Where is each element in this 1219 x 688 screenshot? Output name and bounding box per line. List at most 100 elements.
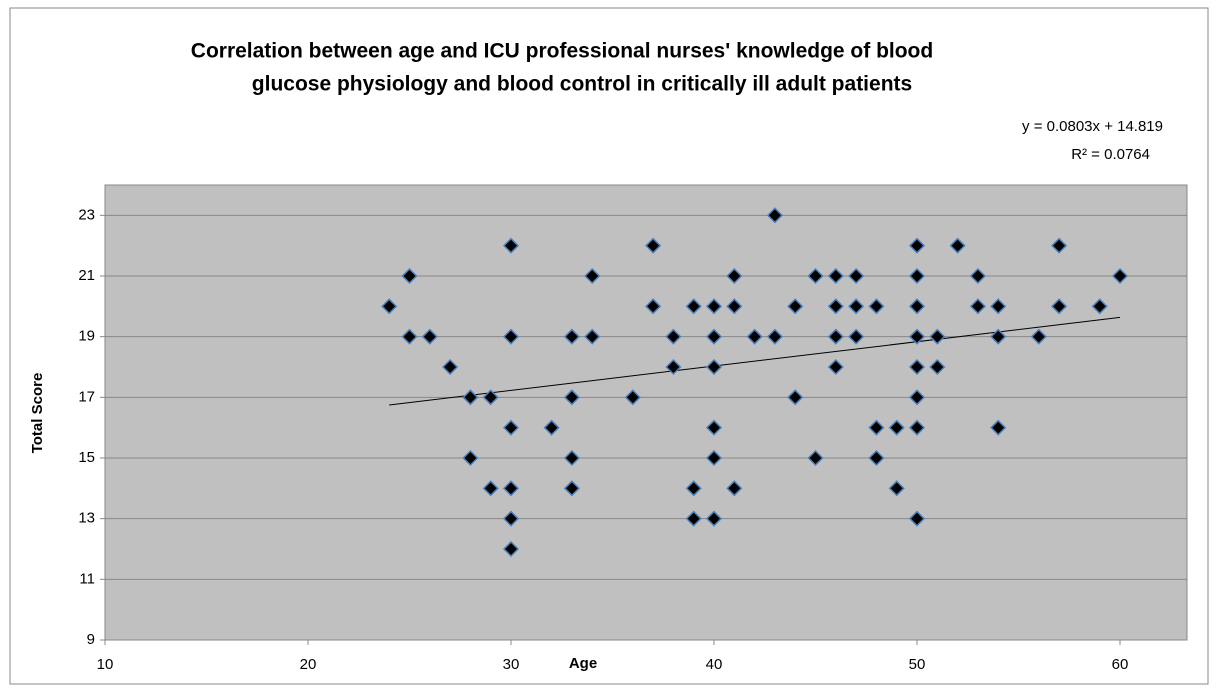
y-tick-label: 19 <box>78 328 95 345</box>
point <box>848 328 865 345</box>
point <box>645 298 662 315</box>
trend-r2: R² = 0.0764 <box>1071 146 1150 163</box>
point <box>705 419 723 436</box>
point <box>705 298 723 315</box>
point <box>827 358 844 376</box>
point <box>726 298 743 315</box>
point <box>1030 328 1047 345</box>
point <box>665 328 682 345</box>
point <box>868 298 885 315</box>
x-tick-label: 40 <box>706 656 723 673</box>
point <box>705 510 723 527</box>
point <box>827 298 844 315</box>
point <box>949 237 966 254</box>
point <box>969 267 986 285</box>
point <box>726 267 743 285</box>
point <box>502 510 520 527</box>
y-tick-label: 23 <box>78 206 95 223</box>
point <box>766 207 783 224</box>
point <box>462 449 479 467</box>
point <box>584 328 601 345</box>
point <box>908 358 926 376</box>
point <box>705 328 723 345</box>
point <box>990 328 1007 345</box>
point <box>563 328 580 345</box>
point <box>807 267 824 285</box>
point <box>908 328 926 345</box>
point <box>848 267 865 285</box>
point <box>848 298 865 315</box>
point <box>929 328 946 345</box>
y-tick-label: 13 <box>78 510 95 527</box>
point <box>908 510 926 527</box>
x-tick-label: 60 <box>1112 656 1129 673</box>
point <box>827 328 844 345</box>
point <box>502 237 520 254</box>
y-tick-label: 11 <box>79 570 95 587</box>
chart-title: glucose physiology and blood control in … <box>252 73 912 96</box>
point <box>685 480 702 497</box>
point <box>685 298 702 315</box>
point <box>868 419 885 436</box>
point <box>868 449 885 467</box>
point <box>442 358 459 376</box>
x-tick-label: 20 <box>300 656 317 673</box>
point <box>381 298 398 315</box>
point <box>908 298 926 315</box>
point <box>705 358 723 376</box>
point <box>685 510 702 527</box>
trend-equation: y = 0.0803x + 14.819 <box>1022 118 1163 135</box>
point <box>401 267 418 285</box>
point <box>1091 298 1108 315</box>
point <box>502 419 520 436</box>
point <box>563 449 580 467</box>
point <box>502 328 520 345</box>
point <box>645 237 662 254</box>
point <box>705 449 723 467</box>
x-axis-title: Age <box>569 655 597 672</box>
plot-area <box>104 184 1188 641</box>
point <box>908 389 926 406</box>
point <box>1051 298 1068 315</box>
y-tick-label: 15 <box>78 449 95 466</box>
point <box>888 419 905 436</box>
point <box>584 267 601 285</box>
point <box>827 267 844 285</box>
point <box>482 480 499 497</box>
point <box>1111 267 1129 285</box>
point <box>787 298 804 315</box>
point <box>746 328 763 345</box>
point <box>502 540 520 558</box>
point <box>482 389 499 406</box>
y-tick-label: 21 <box>78 267 95 284</box>
x-tick-label: 50 <box>909 656 926 673</box>
point <box>969 298 986 315</box>
point <box>543 419 560 436</box>
point <box>665 358 682 376</box>
point <box>787 389 804 406</box>
y-axis-title: Total Score <box>29 373 46 454</box>
point <box>1051 237 1068 254</box>
point <box>726 480 743 497</box>
point <box>563 389 580 406</box>
point <box>908 267 926 285</box>
point <box>990 298 1007 315</box>
point <box>888 480 905 497</box>
point <box>807 449 824 467</box>
y-tick-label: 17 <box>78 388 95 405</box>
y-tick-label: 9 <box>87 631 95 648</box>
x-tick-label: 30 <box>503 656 520 673</box>
point <box>563 480 580 497</box>
point <box>624 389 641 406</box>
point <box>462 389 479 406</box>
point <box>401 328 418 345</box>
point <box>502 480 520 497</box>
point <box>990 419 1007 436</box>
point <box>908 237 926 254</box>
point <box>421 328 438 345</box>
chart-title: Correlation between age and ICU professi… <box>191 40 933 63</box>
point <box>766 328 783 345</box>
point <box>929 358 946 376</box>
x-tick-label: 10 <box>97 656 114 673</box>
